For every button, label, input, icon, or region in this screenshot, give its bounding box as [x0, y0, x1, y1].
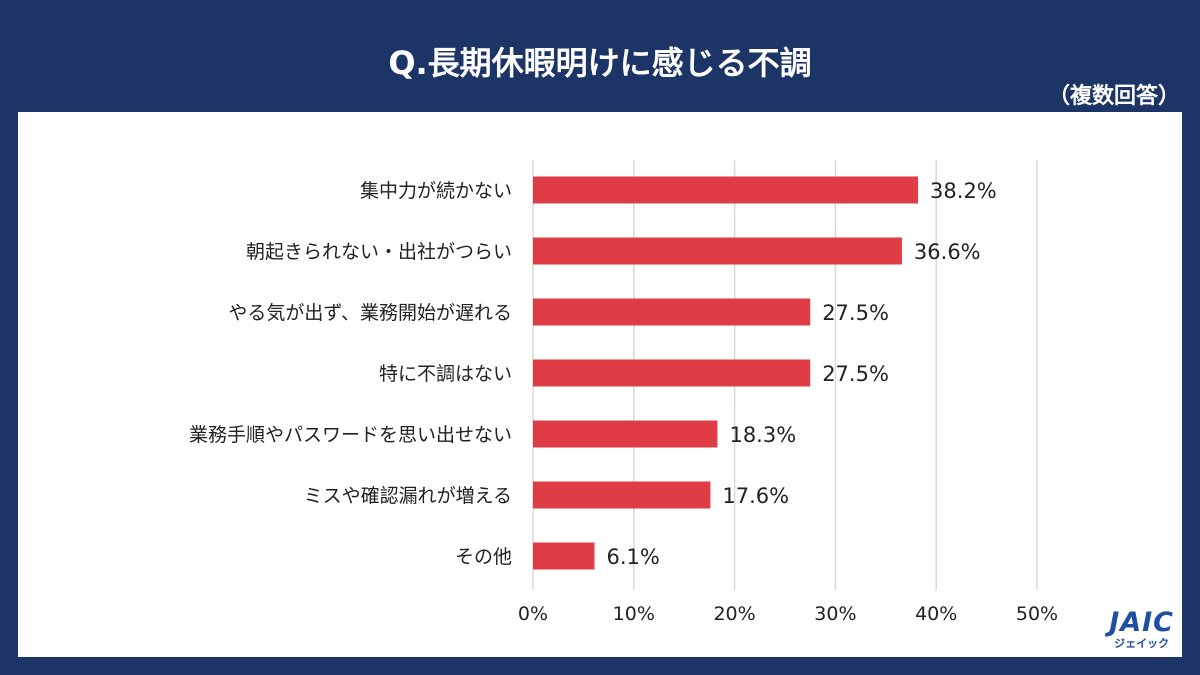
data-label: 38.2%: [930, 179, 997, 203]
category-label: やる気が出ず、業務開始が遅れる: [228, 302, 512, 324]
x-tick-label: 0%: [518, 603, 548, 625]
logo-subtext: ジェイック: [1114, 637, 1170, 650]
bar: [533, 481, 711, 509]
data-label: 18.3%: [729, 423, 796, 447]
category-label: 朝起きられない・出社がつらい: [246, 241, 512, 263]
bar: [533, 298, 811, 326]
chart-subtitle: （複数回答）: [1047, 84, 1180, 109]
x-tick-label: 10%: [613, 603, 655, 625]
category-label: 集中力が続かない: [360, 180, 512, 202]
data-label: 27.5%: [822, 362, 889, 386]
x-tick-label: 40%: [915, 603, 957, 625]
category-label: 業務手順やパスワードを思い出せない: [189, 424, 512, 446]
bar: [533, 420, 718, 448]
bar: [533, 542, 595, 570]
x-tick-label: 50%: [1016, 603, 1058, 625]
bar: [533, 237, 902, 265]
category-label: その他: [455, 546, 512, 568]
data-label: 17.6%: [722, 484, 789, 508]
x-tick-label: 30%: [814, 603, 856, 625]
data-label: 6.1%: [606, 545, 659, 569]
jaic-logo: JAIC ジェイック: [1109, 609, 1174, 651]
bar: [533, 359, 811, 387]
category-label: ミスや確認漏れが増える: [304, 485, 512, 507]
data-label: 27.5%: [822, 301, 889, 325]
logo-mark: JAIC: [1109, 607, 1174, 638]
x-tick-label: 20%: [713, 603, 755, 625]
data-label: 36.6%: [914, 240, 981, 264]
category-label: 特に不調はない: [379, 363, 512, 385]
bar: [533, 176, 919, 204]
chart-title: Q.長期休暇明けに感じる不調: [388, 44, 812, 82]
